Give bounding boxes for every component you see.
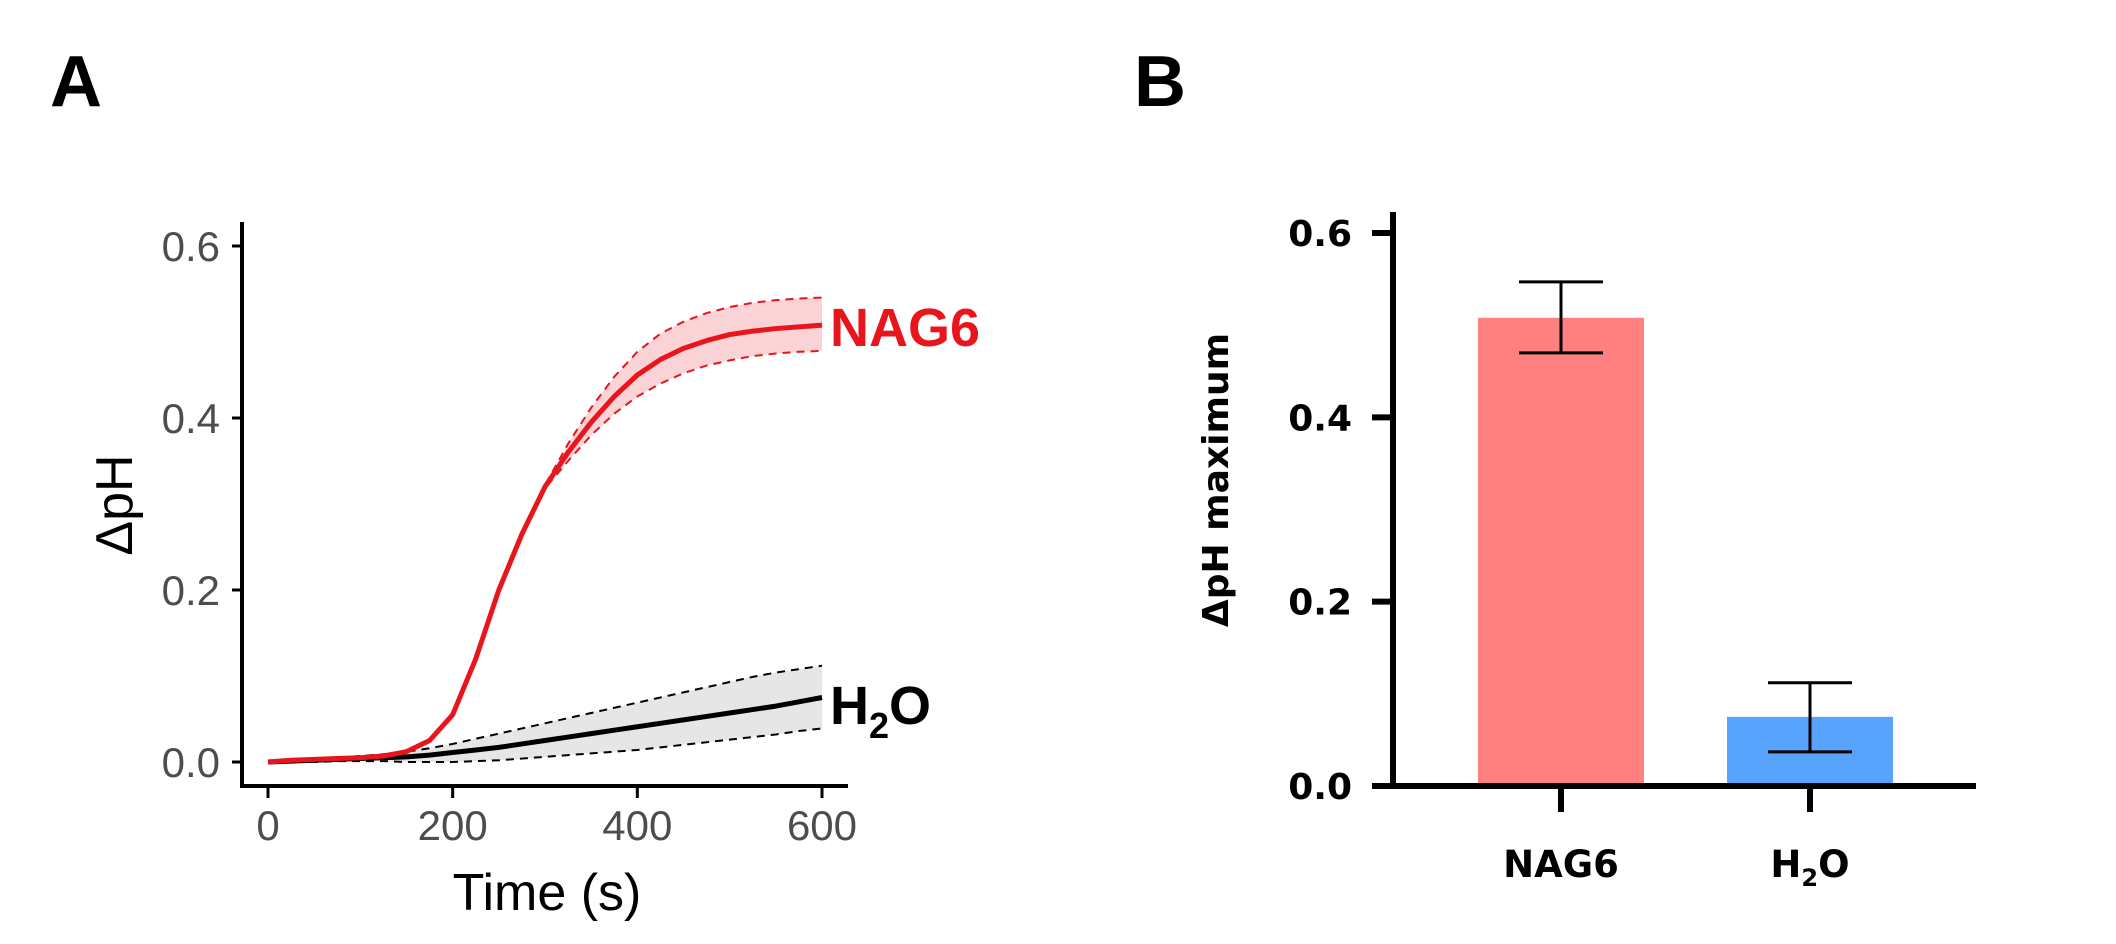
x-ticks <box>1558 786 1813 812</box>
y-tick-label: 0.4 <box>162 395 220 442</box>
y-tick-label: 0.4 <box>1288 398 1352 439</box>
bar-0 <box>1478 317 1644 786</box>
y-tick-label: 0.0 <box>1288 767 1352 808</box>
y-axis-title: ΔpH <box>86 454 144 555</box>
y-tick-label: 0.2 <box>162 567 220 614</box>
x-axis-title: Time (s) <box>453 864 642 922</box>
category-label-h2o: H2O <box>1770 843 1849 892</box>
band-lower-0 <box>267 349 823 763</box>
x-tick-label: 200 <box>418 802 488 849</box>
x-tick-label: 400 <box>602 802 672 849</box>
y-tick-label: 0.6 <box>162 223 220 270</box>
series-label-h2o-o: O <box>889 676 931 736</box>
y-ticks: 0.0 0.2 0.4 0.6 <box>162 223 242 786</box>
series-line-0 <box>267 322 823 765</box>
series-label-h2o-h: H <box>830 676 869 736</box>
category-label-nag6: NAG6 <box>1503 843 1619 886</box>
y-tick-label: 0.6 <box>1288 214 1352 255</box>
series-lines <box>267 296 823 765</box>
y-tick-label: 0.0 <box>162 739 220 786</box>
panel-a-line-chart: 0.0 0.2 0.4 0.6 0 200 400 600 Time (s) ΔpH NAG… <box>86 222 980 922</box>
y-ticks: 0.0 0.2 0.4 0.6 <box>1288 214 1393 808</box>
y-tick-label: 0.2 <box>1288 583 1352 624</box>
panel-letter-a: A <box>50 42 102 122</box>
band-lower-1 <box>268 727 823 763</box>
series-label-h2o: H2O <box>830 676 931 746</box>
band-upper-1 <box>267 664 823 763</box>
confidence-bands <box>268 297 822 762</box>
bars <box>1478 280 1893 786</box>
y-axis-title: ΔpH maximum <box>1196 333 1237 627</box>
series-label-nag6: NAG6 <box>830 298 980 358</box>
panel-letter-b: B <box>1134 42 1186 122</box>
category-label-h2o-o: O <box>1818 843 1849 886</box>
band-1 <box>268 665 822 762</box>
band-0 <box>268 297 822 762</box>
series-label-h2o-sub: 2 <box>869 705 889 746</box>
panel-b-bar-chart: 0.0 0.2 0.4 0.6 ΔpH maximum NAG6 H2O <box>1196 212 1976 892</box>
category-label-h2o-sub: 2 <box>1801 864 1818 892</box>
x-tick-label: 0 <box>256 802 279 849</box>
category-label-h2o-h: H <box>1770 843 1801 886</box>
x-tick-label: 600 <box>787 802 857 849</box>
x-ticks: 0 200 400 600 <box>256 786 857 849</box>
